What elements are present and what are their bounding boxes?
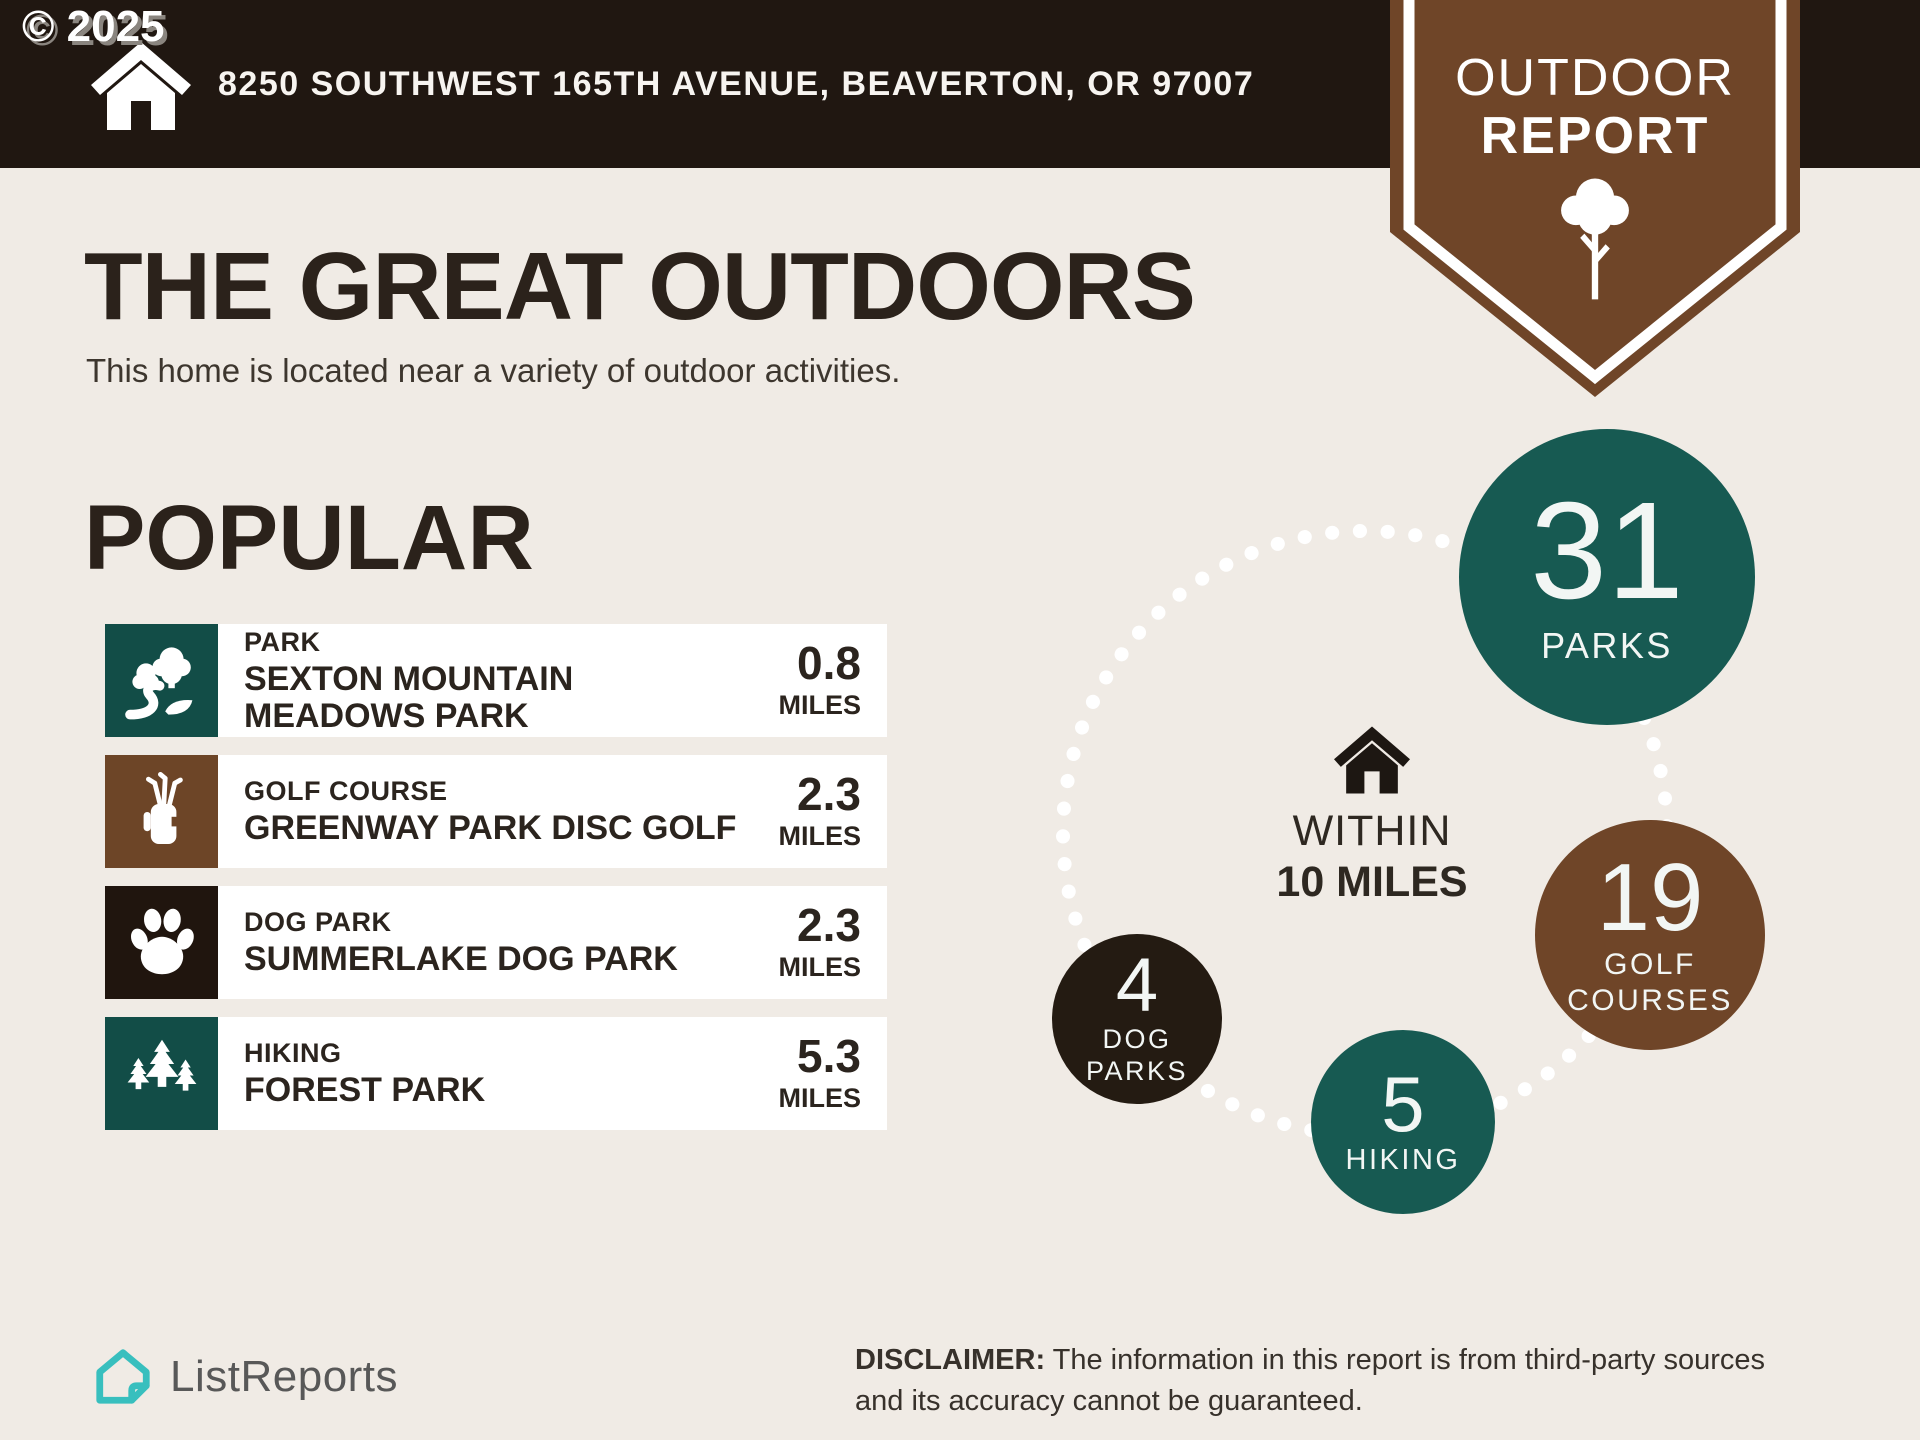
item-name: SUMMERLAKE DOG PARK	[244, 940, 678, 979]
copyright-watermark: © 2025	[22, 2, 165, 51]
item-distance-unit: MILES	[778, 690, 861, 720]
tree-icon	[1561, 178, 1629, 300]
item-category: GOLF COURSE	[244, 776, 448, 807]
outdoor-report-badge: OUTDOOR REPORT	[1390, 0, 1800, 400]
popular-heading: POPULAR	[84, 487, 534, 589]
park-icon	[105, 624, 218, 737]
parks-label: PARKS	[1541, 625, 1673, 667]
disclaimer-label: DISCLAIMER:	[855, 1344, 1046, 1376]
pine-trees-icon	[105, 1017, 218, 1130]
hiking-label: HIKING	[1345, 1143, 1461, 1176]
dog-parks-label: DOG PARKS	[1085, 1024, 1189, 1087]
badge-title-line2: REPORT	[1480, 107, 1710, 165]
dog-parks-count-bubble: 4 DOG PARKS	[1052, 934, 1222, 1104]
page-title: THE GREAT OUTDOORS	[84, 233, 1196, 340]
golf-courses-label: GOLF COURSES	[1567, 948, 1733, 1017]
item-distance: 0.8	[797, 637, 861, 689]
item-distance-unit: MILES	[778, 1083, 861, 1113]
item-category: HIKING	[244, 1038, 342, 1069]
popular-list: PARK SEXTON MOUNTAIN MEADOWS PARK 0.8 MI…	[105, 624, 887, 1148]
item-distance-unit: MILES	[778, 952, 861, 982]
property-address: 8250 SOUTHWEST 165TH AVENUE, BEAVERTON, …	[218, 64, 1255, 103]
parks-count: 31	[1530, 474, 1684, 629]
miles-label: 10 MILES	[1276, 858, 1468, 906]
badge-title-line1: OUTDOOR	[1455, 49, 1735, 107]
hiking-count: 5	[1381, 1059, 1425, 1148]
listreports-brand: ListReports	[92, 1346, 398, 1408]
golf-bag-icon	[105, 755, 218, 868]
home-icon	[91, 42, 191, 130]
disclaimer-text: DISCLAIMER: The information in this repo…	[855, 1344, 1766, 1417]
radius-center-label: WITHIN 10 MILES	[1252, 726, 1492, 907]
parks-count-bubble: 31 PARKS	[1459, 429, 1755, 725]
item-name: SEXTON MOUNTAIN MEADOWS PARK	[244, 659, 574, 735]
golf-courses-count-bubble: 19 GOLF COURSES	[1535, 820, 1765, 1050]
item-distance: 2.3	[797, 899, 861, 951]
page-subtitle: This home is located near a variety of o…	[86, 352, 901, 389]
paw-icon	[105, 886, 218, 999]
listreports-logo-icon	[96, 1349, 150, 1404]
item-distance: 5.3	[797, 1030, 861, 1082]
item-distance-unit: MILES	[778, 821, 861, 851]
within-label: WITHIN	[1292, 807, 1452, 855]
golf-courses-count: 19	[1596, 844, 1704, 952]
listreports-brand-name: ListReports	[170, 1352, 399, 1401]
hiking-count-bubble: 5 HIKING	[1311, 1030, 1495, 1214]
list-item-dog-park: DOG PARK SUMMERLAKE DOG PARK 2.3 MILES	[105, 886, 887, 999]
house-icon	[1334, 726, 1410, 794]
item-category: PARK	[244, 626, 321, 657]
list-item-hiking: HIKING FOREST PARK 5.3 MILES	[105, 1017, 887, 1130]
dog-parks-count: 4	[1115, 943, 1159, 1029]
item-name: FOREST PARK	[244, 1071, 486, 1110]
list-item-golf-course: GOLF COURSE GREENWAY PARK DISC GOLF 2.3 …	[105, 755, 887, 868]
list-item-park: PARK SEXTON MOUNTAIN MEADOWS PARK 0.8 MI…	[105, 624, 887, 737]
item-category: DOG PARK	[244, 907, 392, 938]
item-distance: 2.3	[797, 768, 861, 820]
item-name: GREENWAY PARK DISC GOLF	[244, 809, 737, 848]
